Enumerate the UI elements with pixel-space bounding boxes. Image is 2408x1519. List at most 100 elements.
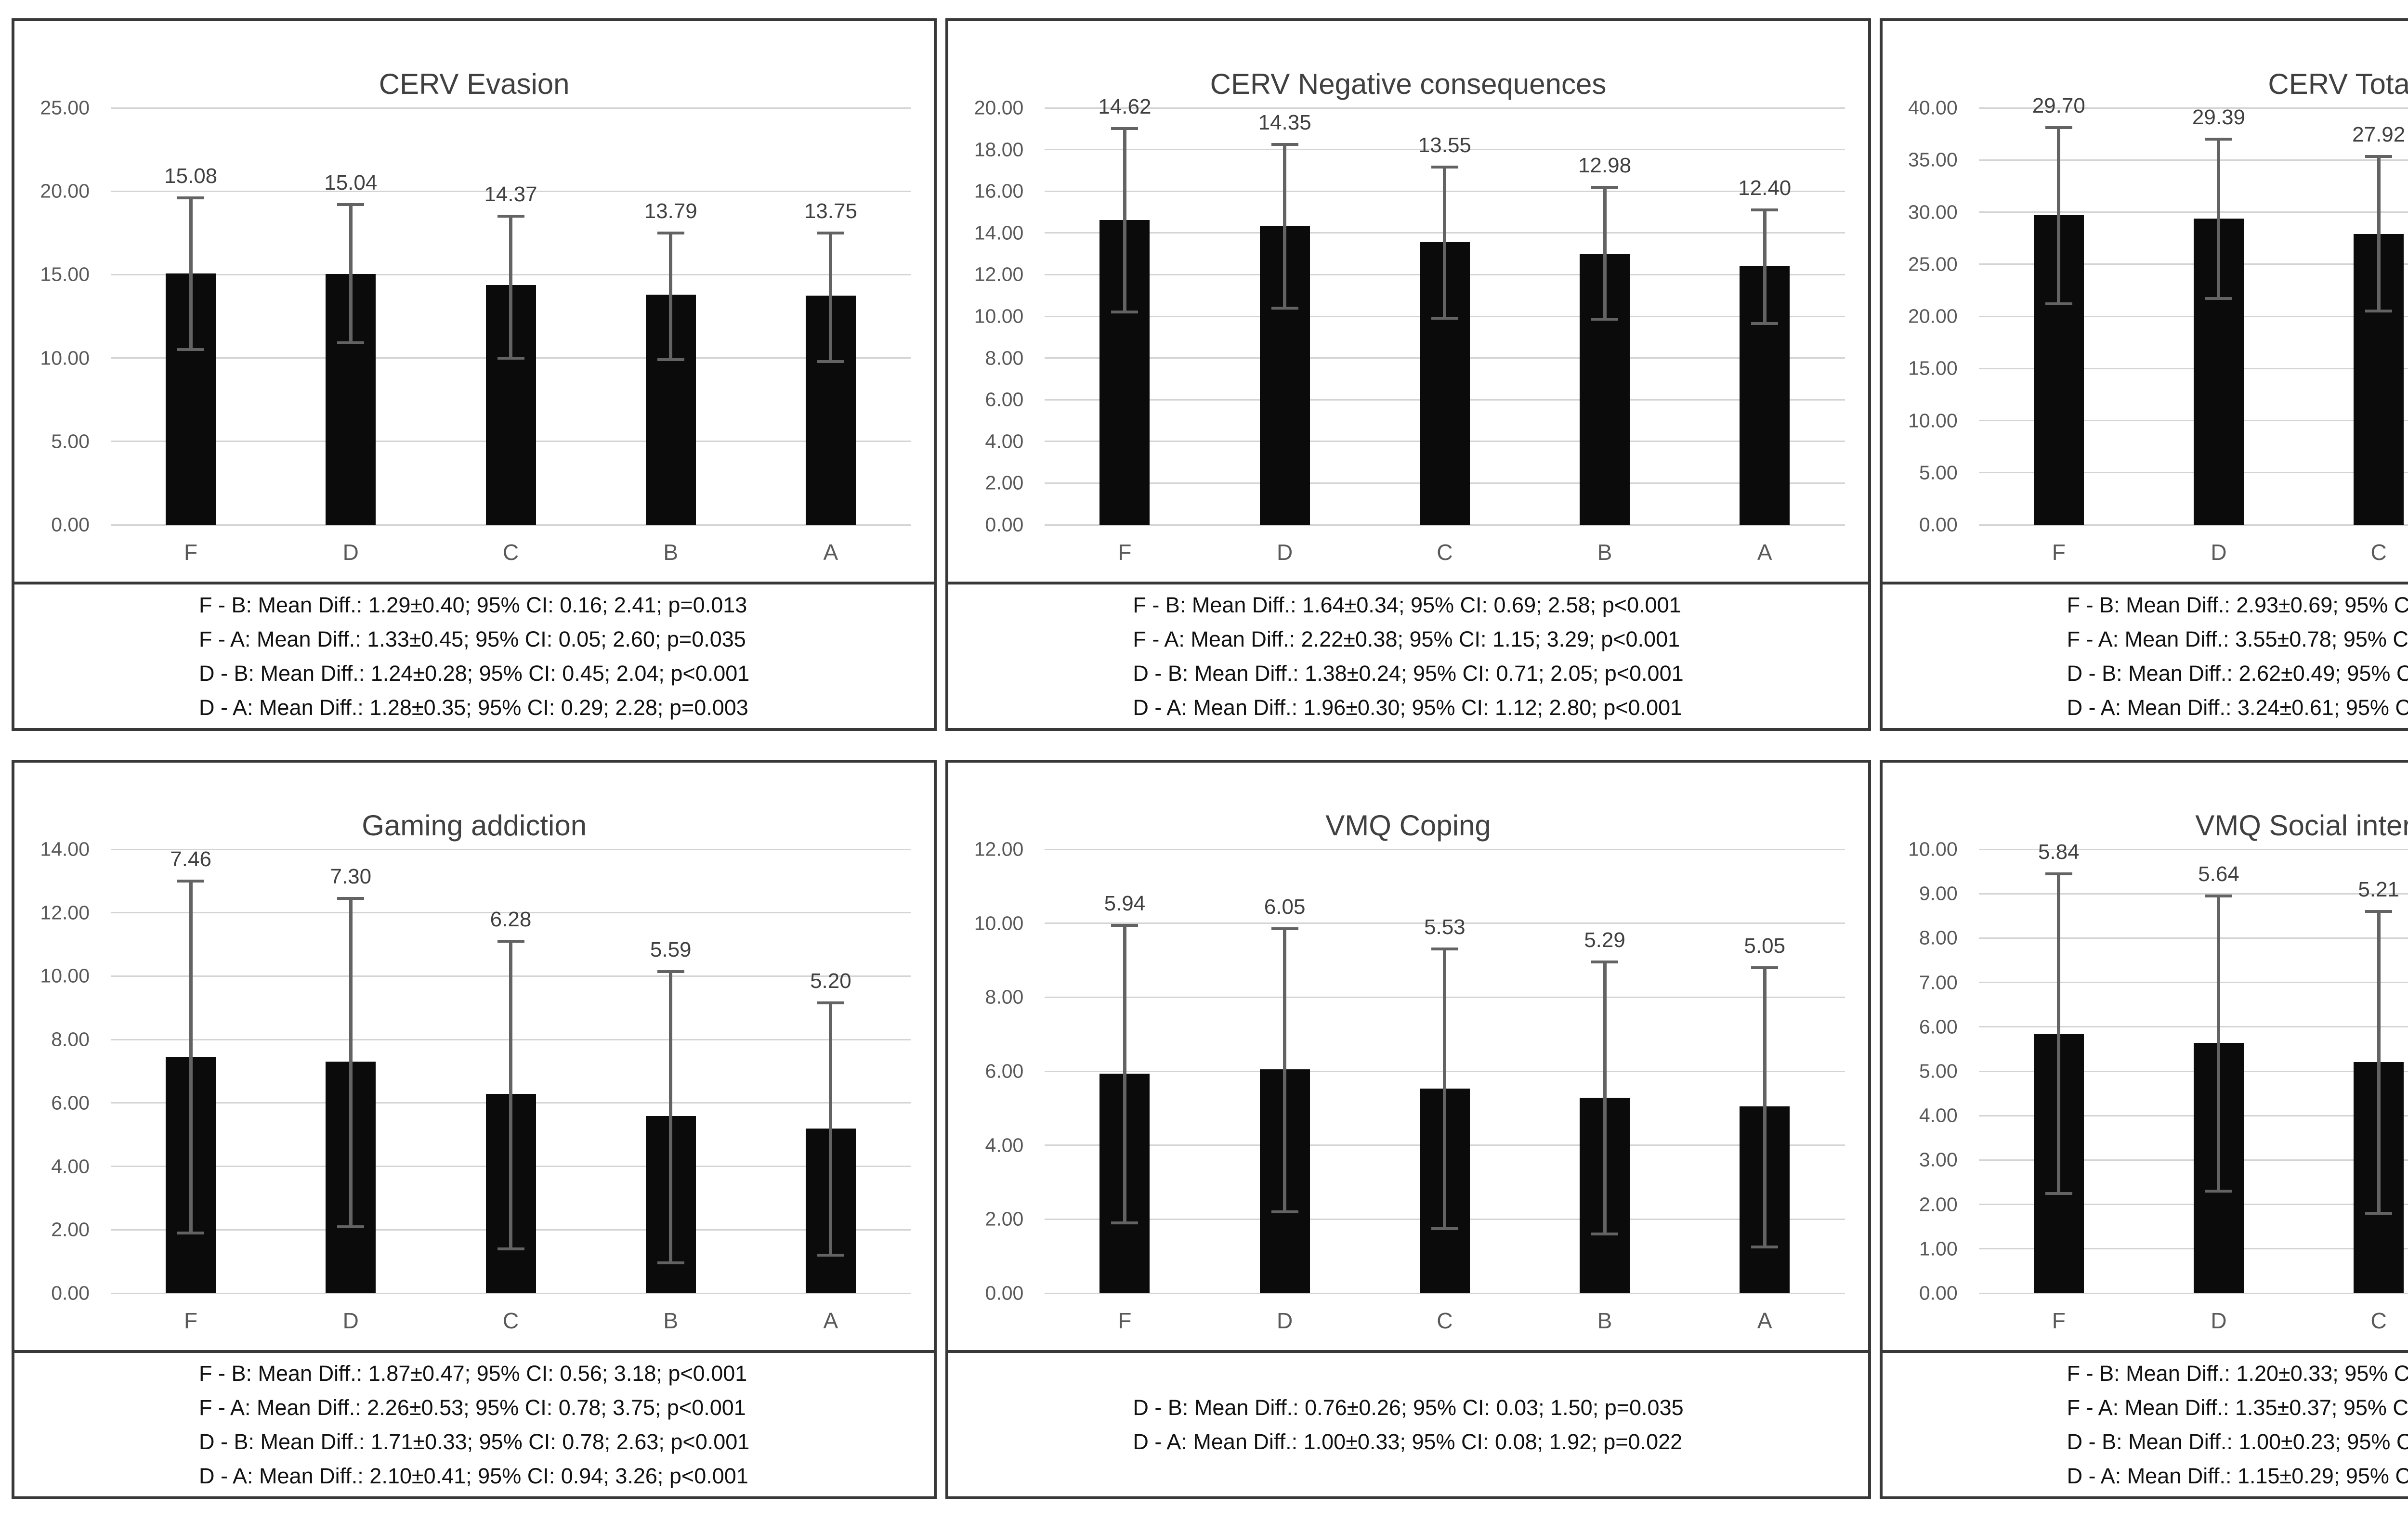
- gridline: [1978, 159, 2408, 161]
- category-label-F: F: [2052, 540, 2066, 565]
- y-axis-tick-label: 40.00: [1908, 96, 1958, 119]
- y-axis-tick-label: 25.00: [40, 96, 90, 119]
- category-label-B: B: [1597, 1308, 1612, 1333]
- y-axis-tick-label: 5.00: [1919, 1060, 1958, 1082]
- chart-vmq-coping: VMQ Coping 0.00 2.00 4.00 6.00 8.00 10.00 12.0…: [945, 760, 1871, 1353]
- error-bar-F: [1123, 925, 1126, 1223]
- stat-line: D - A: Mean Diff.: 1.96±0.30; 95% CI: 1.…: [1133, 695, 1683, 720]
- y-axis-tick-label: 2.00: [985, 471, 1024, 494]
- category-label-B: B: [1597, 540, 1612, 565]
- y-axis-tick-label: 4.00: [985, 430, 1024, 453]
- error-bar-C: [2377, 156, 2381, 312]
- gridline: [1978, 1159, 2408, 1161]
- category-label-A: A: [823, 1308, 838, 1333]
- y-axis-tick-label: 8.00: [1919, 926, 1958, 949]
- error-bar-cap-bottom-F: [2045, 1192, 2072, 1195]
- stat-line: D - A: Mean Diff.: 1.00±0.33; 95% CI: 0.…: [1133, 1429, 1683, 1454]
- gridline: [1978, 937, 2408, 939]
- category-label-C: C: [502, 1308, 519, 1333]
- y-axis-tick-label: 10.00: [974, 305, 1024, 327]
- chart-title: Gaming addiction: [362, 809, 587, 842]
- chart-title: VMQ Coping: [1325, 809, 1491, 842]
- gridline: [1978, 848, 2408, 850]
- category-label-D: D: [1277, 540, 1293, 565]
- bar-value-label-C: 6.28: [490, 907, 532, 931]
- gridline: [1978, 211, 2408, 213]
- error-bar-cap-bottom-B: [657, 1261, 684, 1265]
- stat-line: F - B: Mean Diff.: 1.29±0.40; 95% CI: 0.…: [199, 593, 747, 617]
- chart-gaming-addiction: Gaming addiction 0.00 2.00 4.00 6.00 8.00 10.…: [12, 760, 937, 1353]
- error-bar-A: [1763, 210, 1767, 324]
- error-bar-cap-top-F: [2045, 126, 2072, 130]
- category-label-C: C: [2370, 540, 2387, 565]
- category-label-D: D: [2211, 1308, 2227, 1333]
- y-axis-tick-label: 0.00: [985, 513, 1024, 536]
- y-axis-tick-label: 2.00: [1919, 1193, 1958, 1216]
- gridline: [1978, 420, 2408, 421]
- stat-line: D - A: Mean Diff.: 3.24±0.61; 95% CI: 1.…: [2067, 695, 2408, 720]
- plot-area: 0.00 2.00 4.00 6.00 8.00 10.00 12.00 14.00 16.00…: [974, 95, 1845, 565]
- gridline: [1045, 149, 1845, 151]
- bar-value-label-F: 14.62: [1098, 95, 1152, 119]
- stats-lines: F - B: Mean Diff.: 2.93±0.69; 95% CI: 0.…: [2067, 588, 2408, 725]
- plot-area: 0.00 2.00 4.00 6.00 8.00 10.00 12.00 14.00 7.46 F…: [40, 838, 911, 1333]
- error-bar-F: [2057, 873, 2061, 1194]
- y-axis-tick-label: 10.00: [40, 964, 90, 987]
- category-label-A: A: [1757, 540, 1772, 565]
- y-axis-tick-label: 4.00: [1919, 1104, 1958, 1127]
- y-axis-tick-label: 25.00: [1908, 253, 1958, 275]
- error-bar-cap-bottom-F: [177, 348, 205, 351]
- stat-line: F - B: Mean Diff.: 1.87±0.47; 95% CI: 0.…: [199, 1361, 747, 1386]
- gridline: [1978, 1292, 2408, 1294]
- y-axis-tick-label: 2.00: [51, 1218, 90, 1241]
- y-axis-tick-label: 15.00: [40, 263, 90, 286]
- error-bar-cap-top-C: [2365, 155, 2393, 158]
- error-bar-D: [349, 898, 353, 1227]
- stat-line: F - A: Mean Diff.: 3.55±0.78; 95% CI: 1.…: [2067, 627, 2408, 651]
- y-axis-tick-label: 1.00: [1919, 1237, 1958, 1260]
- error-bar-cap-top-C: [497, 939, 524, 943]
- stats-cerv-total: F - B: Mean Diff.: 2.93±0.69; 95% CI: 0.…: [1879, 582, 2408, 731]
- stat-line: D - B: Mean Diff.: 1.00±0.23; 95% CI: 0.…: [2067, 1429, 2408, 1454]
- plot-area: 0.00 1.00 2.00 3.00 4.00 5.00 6.00 7.00 8.00 9.00…: [1908, 838, 2408, 1333]
- stat-line: F - B: Mean Diff.: 1.20±0.33; 95% CI: 0.…: [2067, 1361, 2408, 1386]
- y-axis-tick-label: 2.00: [985, 1207, 1024, 1230]
- category-label-A: A: [1757, 1308, 1772, 1333]
- y-axis-tick-label: 7.00: [1919, 971, 1958, 994]
- bar-value-label-D: 5.64: [2198, 862, 2239, 886]
- bar-value-label-A: 12.40: [1738, 176, 1792, 200]
- stat-line: F - A: Mean Diff.: 2.22±0.38; 95% CI: 1.…: [1133, 627, 1680, 651]
- bar-value-label-F: 5.94: [1104, 891, 1146, 915]
- y-axis-tick-label: 6.00: [51, 1091, 90, 1114]
- y-axis-tick-label: 0.00: [1919, 1282, 1958, 1304]
- error-bar-cap-bottom-D: [1271, 1210, 1298, 1213]
- panel-cerv-evasion: CERV Evasion 0.00 5.00 10.00 15.00 20.00 25.0…: [12, 18, 937, 731]
- error-bar-cap-top-D: [2205, 894, 2232, 897]
- error-bar-cap-top-B: [657, 970, 684, 973]
- gridline: [1978, 1070, 2408, 1072]
- error-bar-cap-top-A: [817, 231, 844, 234]
- category-label-B: B: [663, 1308, 679, 1333]
- gridline: [111, 107, 911, 109]
- gridline: [1045, 524, 1845, 526]
- category-label-C: C: [1437, 1308, 1453, 1333]
- y-axis-tick-label: 6.00: [985, 388, 1024, 411]
- bar-value-label-D: 15.04: [324, 170, 378, 195]
- panel-cerv-negative-consequences: CERV Negative consequences 0.00 2.00 4.00 6…: [945, 18, 1871, 731]
- stats-vmq-coping: D - B: Mean Diff.: 0.76±0.26; 95% CI: 0.…: [945, 1350, 1871, 1499]
- y-axis-tick-label: 18.00: [974, 138, 1024, 161]
- y-axis-tick-label: 0.00: [1919, 513, 1958, 536]
- bar-value-label-B: 13.79: [644, 199, 697, 223]
- error-bar-cap-bottom-C: [497, 1247, 524, 1250]
- error-bar-cap-bottom-D: [2205, 1189, 2232, 1193]
- stat-line: F - A: Mean Diff.: 1.33±0.45; 95% CI: 0.…: [199, 627, 746, 651]
- bar-value-label-B: 12.98: [1578, 153, 1632, 177]
- error-bar-cap-top-F: [1111, 923, 1139, 927]
- stat-line: D - B: Mean Diff.: 0.76±0.26; 95% CI: 0.…: [1133, 1395, 1684, 1420]
- chart-title: VMQ Social interaction: [2195, 809, 2408, 842]
- stat-line: F - A: Mean Diff.: 1.35±0.37; 95% CI: 0.…: [2067, 1395, 2408, 1420]
- y-axis-tick-label: 35.00: [1908, 148, 1958, 171]
- y-axis-tick-label: 0.00: [51, 513, 90, 536]
- category-label-D: D: [1277, 1308, 1293, 1333]
- category-label-D: D: [342, 540, 359, 565]
